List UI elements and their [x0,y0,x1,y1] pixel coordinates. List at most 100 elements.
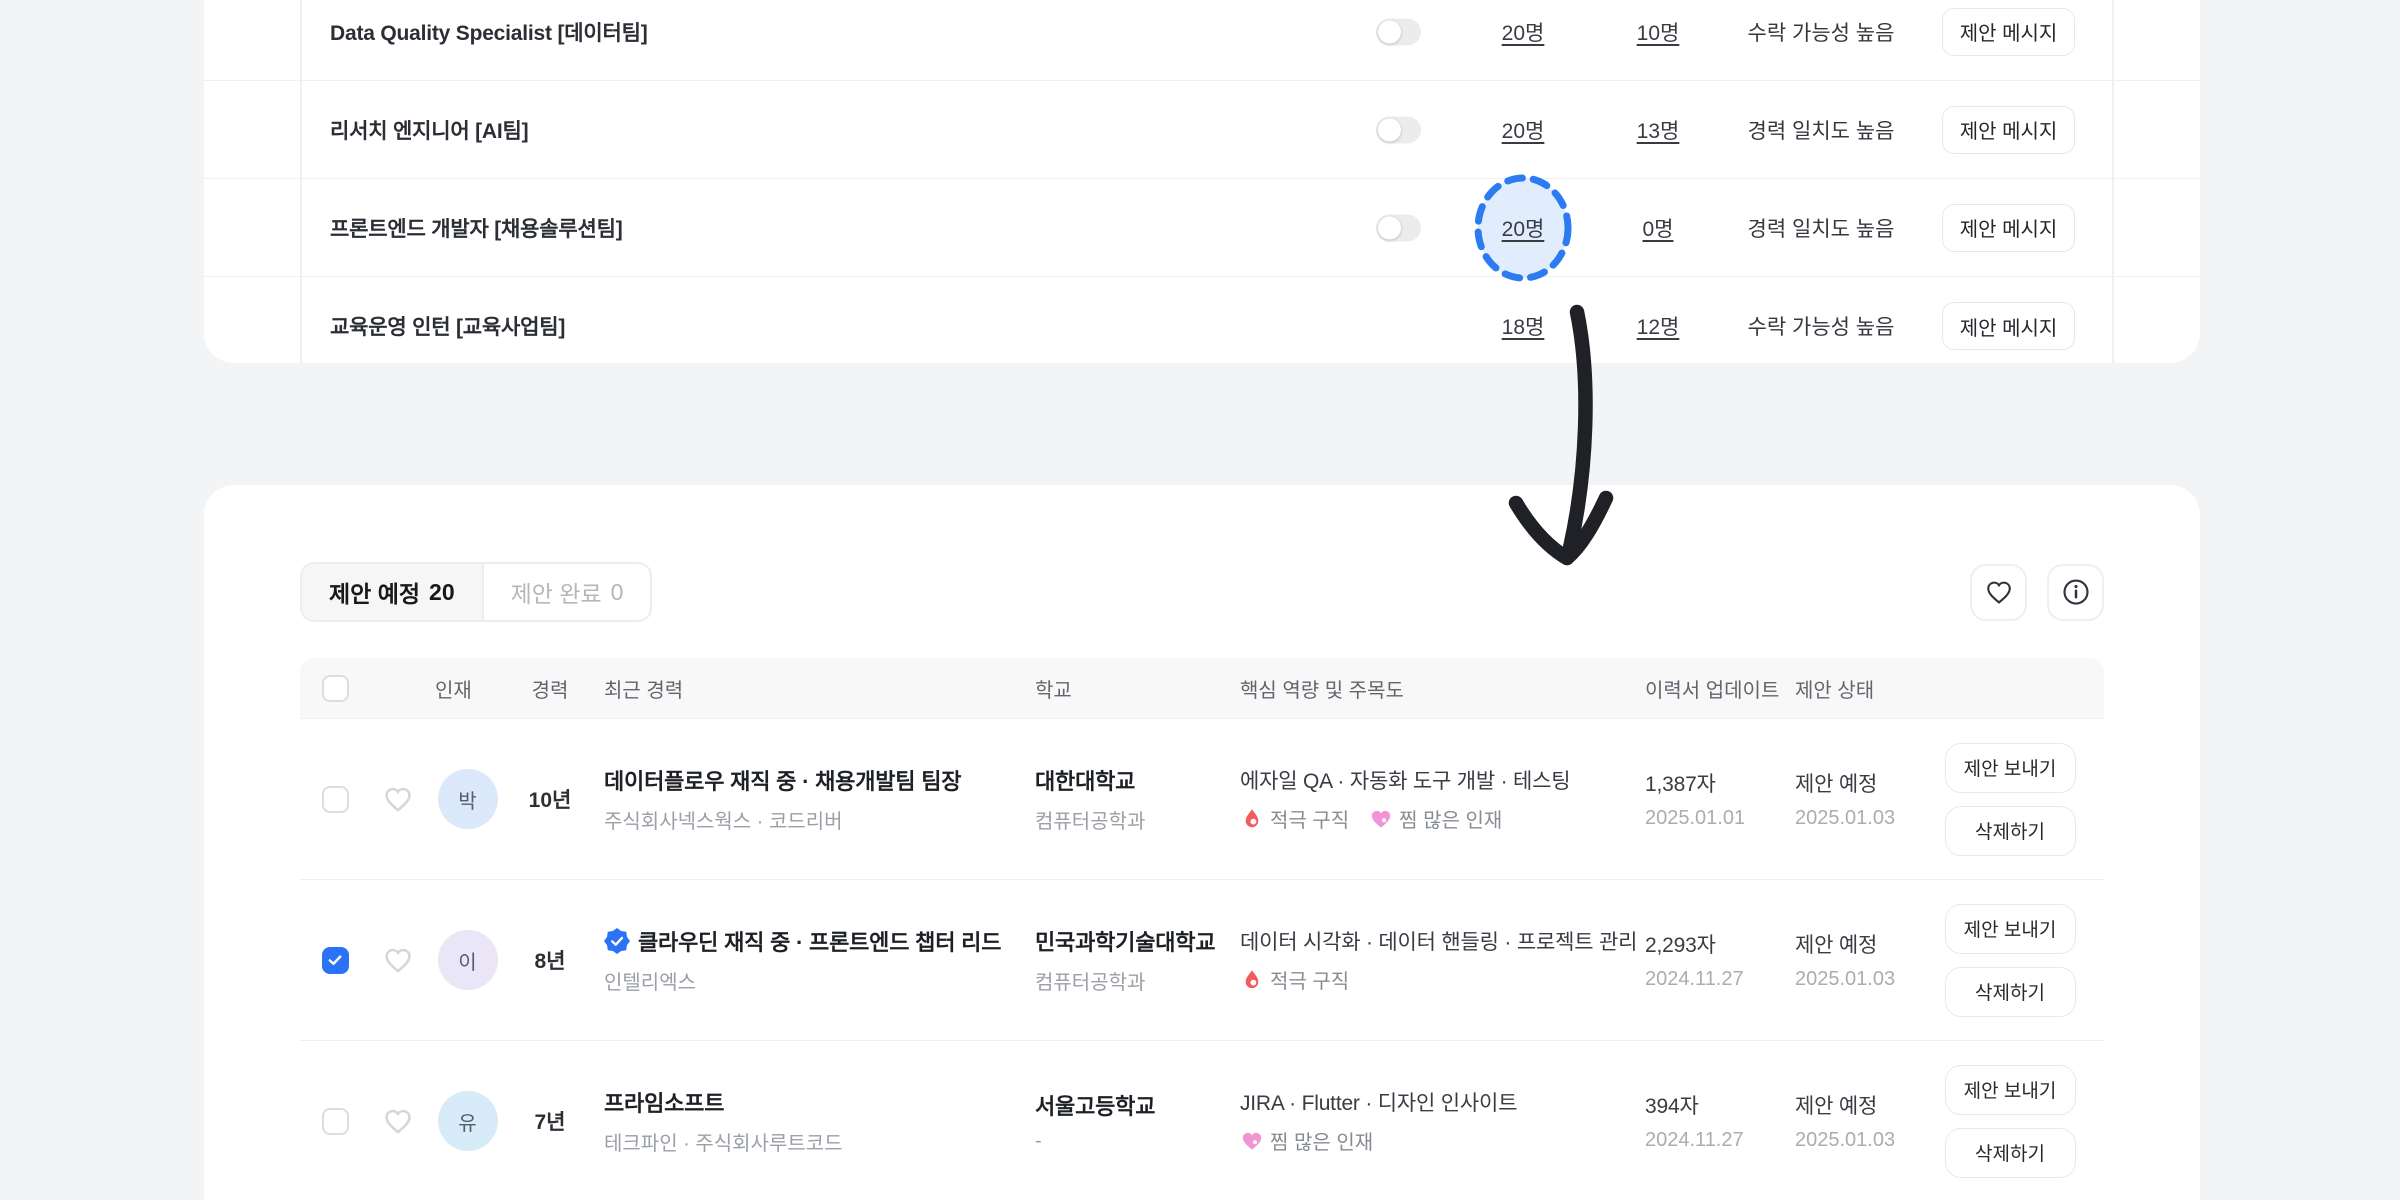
badge-label: 적극 구직 [1270,971,1350,993]
position-row: 교육운영 인턴 [교육사업팀] 18명 12명 수락 가능성 높음 제안 메시지 [204,277,2200,363]
delete-button[interactable]: 삭제하기 [1944,805,2076,856]
tab-count: 20 [429,578,455,605]
proposal-count-sub[interactable]: 13명 [1636,119,1680,143]
proposal-message-button[interactable]: 제안 메시지 [1942,7,2075,56]
notify-toggle[interactable] [1376,214,1421,241]
verified-badge-icon [604,928,630,954]
favorite-heart-icon[interactable] [382,1105,414,1137]
skills-summary: 데이터 시각화 · 데이터 핸들링 · 프로젝트 관리 [1240,931,1638,954]
career-subtitle: 테크파인 · 주식회사루트코드 [604,1133,843,1155]
tab-label: 제안 완료 [510,581,602,607]
talent-badge: 찜 많은 인재 [1369,804,1502,833]
talent-badge: 찜 많은 인재 [1240,1126,1373,1155]
header-experience: 경력 [531,679,569,702]
header-school: 학교 [1035,679,1072,702]
badge-list: 적극 구직 찜 많은 인재 [1240,804,1640,833]
delete-button[interactable]: 삭제하기 [1944,1127,2076,1178]
proposal-count-total[interactable]: 20명 [1501,119,1545,143]
proposals-panel: 제안 예정 20 제안 완료 0 [204,485,2200,1200]
experience-years: 7년 [534,1111,566,1134]
position-title: 리서치 엔지니어 [AI팀] [330,119,529,143]
proposal-message-button[interactable]: 제안 메시지 [1942,203,2075,252]
notify-toggle[interactable] [1376,116,1421,143]
proposal-count-total[interactable]: 18명 [1501,316,1545,339]
proposal-count-sub[interactable]: 12명 [1636,316,1680,339]
pink-heart-icon [1371,810,1391,828]
row-checkbox[interactable] [321,785,349,813]
candidates-table: 인재 경력 최근 경력 학교 핵심 역량 및 주목도 이력서 업데이트 제안 상… [300,658,2104,1200]
notify-toggle[interactable] [1376,18,1421,45]
resume-update-date: 2024.11.27 [1645,1129,1744,1151]
tab-group: 제안 예정 20 제안 완료 0 [300,562,653,622]
position-title: 교육운영 인턴 [교육사업팀] [330,316,566,339]
career-subtitle: 인텔리엑스 [604,972,696,994]
pink-heart-icon [1242,1132,1262,1150]
tab-proposal-done[interactable]: 제안 완료 0 [481,564,651,620]
delete-button[interactable]: 삭제하기 [1944,966,2076,1017]
avatar: 이 [437,930,498,990]
toggle-knob [1378,118,1401,141]
header-recent-career: 최근 경력 [604,679,684,702]
toggle-knob [1378,20,1401,43]
proposal-count-total[interactable]: 20명 [1501,21,1545,45]
header-skills: 핵심 역량 및 주목도 [1240,679,1404,702]
school-name: 서울고등학교 [1035,1094,1156,1119]
skills-summary: 에자일 QA · 자동화 도구 개발 · 테스팅 [1240,770,1571,793]
table-left-divider [300,0,302,363]
badge-label: 찜 많은 인재 [1399,810,1503,832]
career-title: 프라임소프트 [604,1091,725,1116]
heart-icon [1986,581,2011,604]
send-proposal-button[interactable]: 제안 보내기 [1944,903,2076,954]
position-row: Data Quality Specialist [데이터팀] 20명 10명 수… [204,0,2200,81]
toggle-knob [1378,216,1401,239]
favorite-heart-icon[interactable] [382,944,414,976]
table-body: 박 10년 데이터플로우 재직 중 · 채용개발팀 팀장 주식회사넥스웍스 · … [300,719,2104,1200]
proposal-count-total[interactable]: 20명 [1501,217,1545,241]
school-major: - [1035,1130,1042,1152]
resume-length: 394자 [1645,1095,1699,1118]
flame-icon [1245,808,1259,827]
send-proposal-button[interactable]: 제안 보내기 [1944,1064,2076,1115]
table-right-divider [2112,0,2114,363]
avatar: 유 [437,1091,498,1151]
match-status: 경력 일치도 높음 [1747,119,1895,143]
match-status: 수락 가능성 높음 [1747,316,1895,339]
row-checkbox[interactable] [321,1107,349,1135]
school-name: 민국과학기술대학교 [1035,930,1216,955]
proposal-count-sub[interactable]: 10명 [1636,21,1680,45]
flame-icon [1245,969,1259,988]
skills-summary: JIRA · Flutter · 디자인 인사이트 [1240,1092,1518,1115]
select-all-checkbox[interactable] [321,674,349,702]
resume-update-date: 2024.11.27 [1645,968,1744,990]
resume-length: 2,293자 [1645,934,1716,957]
proposal-status: 제안 예정 [1795,773,1878,796]
favorite-heart-icon[interactable] [382,783,414,815]
match-status: 수락 가능성 높음 [1747,21,1895,45]
experience-years: 8년 [534,950,566,973]
talent-badge: 적극 구직 [1240,965,1349,994]
positions-panel: Data Quality Specialist [데이터팀] 20명 10명 수… [204,0,2200,363]
send-proposal-button[interactable]: 제안 보내기 [1944,742,2076,793]
proposal-message-button[interactable]: 제안 메시지 [1942,302,2075,350]
candidate-row: 유 7년 프라임소프트 테크파인 · 주식회사루트코드 서울고등학교 - JIR… [300,1041,2104,1200]
proposal-count-sub[interactable]: 0명 [1642,217,1674,241]
school-major: 컴퓨터공학과 [1035,811,1146,833]
resume-length: 1,387자 [1645,773,1716,796]
row-checkbox[interactable] [321,946,349,974]
proposal-message-button[interactable]: 제안 메시지 [1942,105,2075,154]
info-button[interactable] [2047,563,2104,621]
proposal-status: 제안 예정 [1795,1095,1878,1118]
match-status: 경력 일치도 높음 [1747,217,1895,241]
header-resume-update: 이력서 업데이트 [1645,679,1780,702]
proposal-status-date: 2025.01.03 [1795,968,1896,990]
proposal-status: 제안 예정 [1795,934,1878,957]
badge-label: 찜 많은 인재 [1270,1132,1374,1154]
candidate-row: 박 10년 데이터플로우 재직 중 · 채용개발팀 팀장 주식회사넥스웍스 · … [300,719,2104,880]
career-title: 클라우딘 재직 중 · 프론트엔드 챕터 리드 [638,930,1002,955]
talent-badge: 적극 구직 [1240,804,1349,833]
favorites-button[interactable] [1970,563,2027,621]
info-icon [2062,579,2089,605]
highlight-circle-annotation [1474,174,1572,281]
tab-proposal-pending[interactable]: 제안 예정 20 [302,564,482,620]
